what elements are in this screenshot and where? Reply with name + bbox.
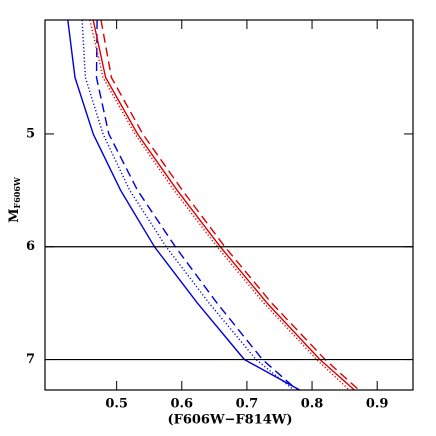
x-tick-label: 0.9 bbox=[366, 397, 389, 412]
curve bbox=[92, 19, 355, 391]
curve bbox=[67, 19, 301, 391]
curve bbox=[95, 19, 298, 391]
y-tick-label: 5 bbox=[26, 126, 35, 141]
curve bbox=[89, 19, 350, 391]
plot-frame bbox=[44, 19, 414, 391]
y-tick-label: 6 bbox=[26, 239, 35, 254]
curve bbox=[100, 19, 360, 391]
y-tick-label: 7 bbox=[26, 352, 35, 367]
y-axis-label-main: M bbox=[7, 208, 22, 222]
x-tick-label: 0.7 bbox=[236, 397, 259, 412]
curve bbox=[81, 19, 295, 391]
x-tick-label: 0.6 bbox=[170, 397, 193, 412]
x-tick-label: 0.5 bbox=[105, 397, 128, 412]
y-axis-label: MF606W bbox=[7, 176, 23, 223]
y-axis-label-sub: F606W bbox=[12, 176, 22, 208]
x-tick-label: 0.8 bbox=[301, 397, 324, 412]
x-axis-label: (F606W−F814W) bbox=[167, 413, 292, 428]
